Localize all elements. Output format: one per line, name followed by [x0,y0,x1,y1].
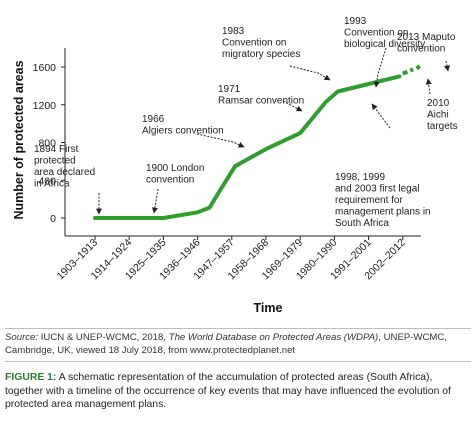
figure-caption-text: A schematic representation of the accumu… [5,372,451,411]
annotation-line: Convention on [344,28,409,39]
source-title: The World Database on Protected Areas (W… [168,332,379,343]
y-tick-label: 800 [38,138,56,150]
annotation-line: 1993 [344,16,367,27]
series-line-dashed [402,67,414,76]
annotation: 2010 Aichi targets [425,78,458,132]
annotation: 1993 Convention on biological diversity [344,16,425,88]
figure-caption: FIGURE 1: A schematic representation of … [5,371,471,412]
source-label: Source: [5,332,39,343]
annotation-line: management plans in [335,207,431,218]
annotation-text: 1966 Algiers convention [142,114,224,137]
annotation-line: biological diversity [344,39,425,50]
annotation-line: 1998, 1999 [335,172,385,183]
annotation: 1966 Algiers convention [142,114,245,148]
annotation-line: 1900 London [146,163,204,174]
annotation-text: 1971 Ramsar convention [218,84,304,107]
annotation-line: area declared [34,167,95,178]
annotation-line: convention [397,44,445,55]
annotation-line: Algiers convention [142,126,224,137]
annotation-line: 1894 First [34,144,79,155]
annotation-text: 2010 Aichi targets [427,98,458,132]
y-tick-label: 1600 [33,62,57,74]
source-prefix: IUCN & UNEP-WCMC, 2018, [40,332,167,343]
annotation-line: Ramsar convention [218,96,304,107]
source-note: Source: IUCN & UNEP-WCMC, 2018, The Worl… [5,332,471,357]
annotation-arrow [151,188,159,214]
y-tick-label: 400 [38,175,56,187]
divider-top [5,328,471,329]
x-axis-title: Time [254,301,283,315]
annotations: 1894 First protected area declared in Afric… [34,16,458,229]
y-tick-label: 0 [50,213,56,225]
annotation-line: requirement for [335,195,403,206]
annotation-line: and 2003 first legal [335,184,420,195]
annotation-arrow [425,78,432,95]
annotation-line: 2013 Maputo [397,32,456,43]
annotation-text: 1894 First protected area declared in Afric… [34,144,95,190]
annotation-text: 1993 Convention on biological diversity [344,16,425,50]
annotation-arrow [196,133,245,148]
divider-bottom [5,361,471,362]
annotation-line: migratory species [222,49,300,60]
annotation-line: protected [34,156,76,167]
annotation-line: in Africa [34,179,70,190]
annotation-arrow [371,103,391,129]
annotation: 1998, 1999 and 2003 first legal requiremen… [335,103,431,229]
annotation-line: 1966 [142,114,165,125]
annotation-text: 1983 Convention on migratory species [222,26,300,60]
annotation-text: 2013 Maputo convention [397,32,456,55]
annotation: 1894 First protected area declared in Afric… [34,144,102,215]
annotation-text: 1998, 1999 and 2003 first legal requiremen… [335,172,431,229]
annotation-line: 1971 [218,84,241,95]
annotation-arrow [289,65,331,81]
series-group [93,63,423,220]
annotation-line: 2010 [427,98,450,109]
annotation-line: South Africa [335,218,389,229]
annotation-line: 1983 [222,26,245,37]
annotation-arrow [443,60,450,72]
figure-label: FIGURE 1: [5,372,57,383]
annotation-line: Convention on [222,38,287,49]
annotation-arrow [373,47,387,88]
annotation-line: convention [146,175,194,186]
annotation-line: targets [427,121,458,132]
annotation: 1983 Convention on migratory species [222,26,331,81]
annotation-text: 1900 London convention [146,163,204,186]
annotation: 2013 Maputo convention [397,32,456,72]
protected-areas-chart: 0400800120016001903–19131914–19241925–19… [12,16,458,315]
annotation: 1900 London convention [146,163,204,214]
y-tick-label: 1200 [33,100,57,112]
annotation-line: Aichi [427,110,449,121]
series-line-solid [93,74,402,220]
source-suffix: , UNEP-WCMC, Cambridge, UK, viewed 18 Ju… [5,332,447,356]
y-axis-title: Number of protected areas [12,60,26,219]
annotation-arrow [282,100,303,112]
annotation: 1971 Ramsar convention [218,84,304,112]
series-line-dashed-end [415,63,423,71]
